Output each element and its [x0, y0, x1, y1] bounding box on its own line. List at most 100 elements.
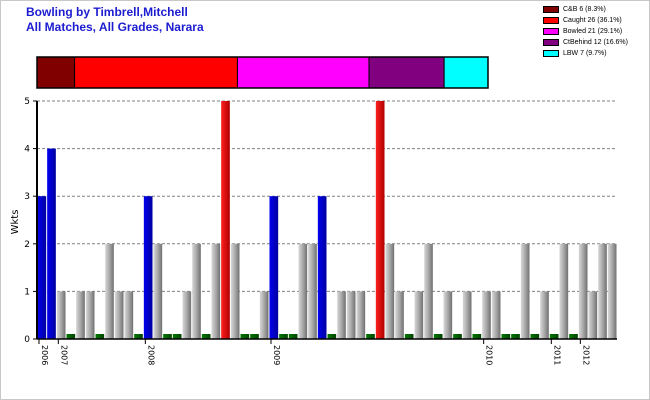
legend-label: Caught 26 (36.1%) — [563, 17, 622, 24]
bar — [443, 291, 453, 339]
legend-swatch — [543, 6, 559, 13]
bar — [124, 291, 134, 339]
bar — [540, 291, 549, 339]
y-tick-label: 0 — [24, 335, 30, 345]
dismissal-segment — [236, 56, 370, 89]
bar — [47, 148, 56, 339]
bar — [153, 243, 163, 339]
bar — [578, 243, 588, 339]
bar — [482, 291, 491, 339]
y-tick-label: 5 — [24, 97, 30, 107]
bar — [549, 334, 559, 339]
bar — [327, 334, 337, 339]
bar — [269, 196, 279, 339]
bar — [76, 291, 85, 339]
bar — [317, 196, 327, 339]
legend-label: Bowled 21 (29.1%) — [563, 28, 623, 35]
bar — [569, 334, 578, 339]
legend-label: LBW 7 (9.7%) — [563, 50, 607, 57]
bar — [192, 243, 201, 339]
bar — [163, 334, 172, 339]
legend-label: C&B 6 (8.3%) — [563, 6, 606, 13]
dismissal-stack-bar — [36, 56, 489, 89]
bar — [143, 196, 153, 339]
y-tick-label: 1 — [24, 287, 30, 297]
y-tick-label: 3 — [24, 192, 30, 202]
x-date-label: 2009 — [272, 345, 281, 365]
chart-subtitle: All Matches, All Grades, Narara — [26, 20, 204, 34]
bar — [298, 243, 308, 339]
x-date-label: 2012 — [581, 345, 590, 365]
bar — [279, 334, 288, 339]
bar — [530, 334, 540, 339]
bar — [240, 334, 250, 339]
legend-item: Bowled 21 (29.1%) — [543, 26, 628, 37]
x-date-label: 2006 — [40, 345, 49, 365]
chart-title: Bowling by Timbrell,Mitchell — [26, 5, 188, 19]
bar — [511, 334, 520, 339]
bar — [56, 291, 66, 339]
bar — [472, 334, 482, 339]
bar — [356, 291, 366, 339]
bar — [453, 334, 462, 339]
dismissal-segment — [443, 56, 489, 89]
bar — [37, 196, 47, 339]
bar — [308, 243, 317, 339]
bar — [385, 243, 395, 339]
bar — [404, 334, 414, 339]
bar — [230, 243, 240, 339]
bar — [433, 334, 443, 339]
bar — [559, 243, 569, 339]
bar — [288, 334, 298, 339]
bar — [424, 243, 433, 339]
x-date-label: 2008 — [146, 345, 155, 365]
y-tick-label: 4 — [24, 145, 30, 155]
bar — [221, 101, 230, 339]
bar — [114, 291, 124, 339]
bar — [182, 291, 192, 339]
bar — [172, 334, 182, 339]
bar — [250, 334, 259, 339]
x-date-label: 2007 — [59, 345, 68, 365]
bar — [414, 291, 424, 339]
grid-lines — [37, 100, 617, 292]
dismissal-bar-border — [36, 56, 489, 89]
bar — [520, 243, 530, 339]
legend-item: Caught 26 (36.1%) — [543, 15, 628, 26]
x-date-label: 2011 — [552, 345, 561, 365]
bar — [337, 291, 346, 339]
y-axis-label: Wkts — [10, 210, 21, 235]
bar — [395, 291, 404, 339]
legend-swatch — [543, 50, 559, 57]
bar — [346, 291, 356, 339]
bar — [259, 291, 269, 339]
x-date-label: 2010 — [485, 345, 494, 365]
legend-swatch — [543, 17, 559, 24]
bar — [201, 334, 211, 339]
y-tick-label: 2 — [24, 240, 30, 250]
bar — [85, 291, 95, 339]
bar — [375, 101, 385, 339]
legend-label: CtBehind 12 (16.6%) — [563, 39, 628, 46]
bar — [462, 291, 472, 339]
axes: 0 1 2 3 4 5 2006 2007 2008 2009 2010 2011 2012 — [24, 97, 617, 365]
legend-item: CtBehind 12 (16.6%) — [543, 37, 628, 48]
dismissal-segment — [74, 56, 238, 89]
legend-item: C&B 6 (8.3%) — [543, 4, 628, 15]
bar — [366, 334, 375, 339]
bar — [501, 334, 511, 339]
bar — [66, 334, 76, 339]
bar — [491, 291, 501, 339]
dismissal-segment — [368, 56, 445, 89]
legend: C&B 6 (8.3%) Caught 26 (36.1%) Bowled 21 (… — [543, 4, 628, 59]
bar — [607, 243, 617, 339]
legend-swatch — [543, 28, 559, 35]
legend-item: LBW 7 (9.7%) — [543, 48, 628, 59]
bar — [588, 291, 598, 339]
bar — [95, 334, 105, 339]
bar — [598, 243, 607, 339]
legend-swatch — [543, 39, 559, 46]
bar-series — [37, 101, 617, 339]
bar — [134, 334, 143, 339]
